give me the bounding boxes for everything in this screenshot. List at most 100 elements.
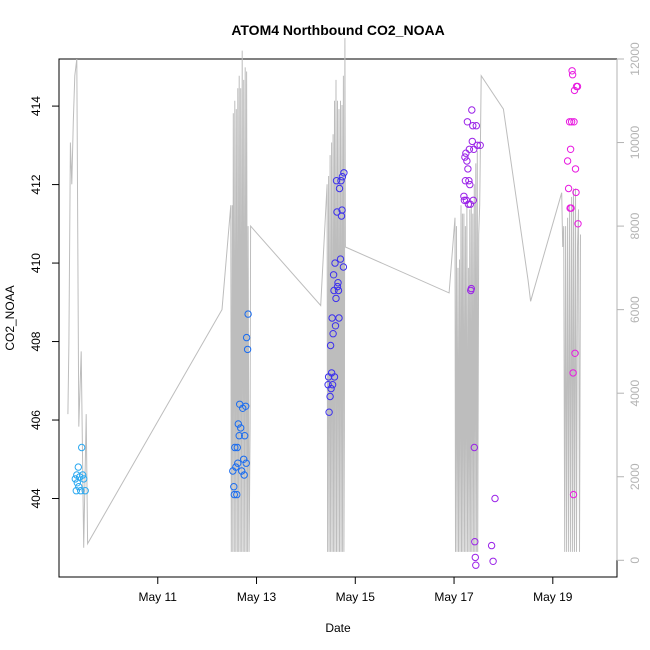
data-point (331, 259, 339, 267)
data-point (327, 384, 335, 393)
data-point (461, 153, 469, 161)
data-point (335, 184, 344, 193)
data-point (569, 369, 577, 377)
data-point (240, 471, 248, 479)
y2-tick-label: 12000 (628, 42, 642, 76)
y-tick-label: 406 (29, 410, 43, 430)
data-point (565, 118, 574, 126)
data-point (79, 471, 87, 479)
y2-axis: 0 2000 4000 6000 8000 10000 12000 (616, 42, 642, 564)
data-point (230, 490, 239, 499)
data-point (491, 494, 499, 503)
data-point (470, 145, 478, 154)
data-point (325, 408, 333, 416)
data-point (465, 177, 473, 185)
data-point (461, 177, 470, 185)
y-axis: 404 406 408 410 412 414 (29, 96, 60, 509)
data-point (572, 188, 580, 197)
data-point (235, 432, 243, 440)
data-point (471, 538, 479, 546)
data-point (489, 557, 497, 565)
x-tick-label: May 13 (237, 590, 277, 604)
data-point (242, 333, 251, 342)
data-point (334, 286, 343, 295)
data-point (571, 165, 580, 173)
data-point (71, 475, 80, 483)
data-point (240, 455, 248, 463)
data-point (334, 279, 342, 287)
data-point (473, 141, 481, 150)
x-tick-label: May 19 (533, 590, 573, 604)
data-point (471, 553, 479, 562)
data-point (80, 475, 88, 483)
y2-tick-label: 4000 (628, 380, 642, 407)
data-point (464, 165, 472, 173)
data-point (231, 443, 239, 452)
y2-tick-label: 8000 (628, 212, 642, 239)
data-point (333, 208, 341, 216)
data-point (469, 196, 477, 205)
y2-tick-label: 6000 (628, 296, 642, 323)
data-point (241, 432, 249, 440)
data-point (567, 204, 575, 212)
y-tick-label: 412 (29, 174, 43, 194)
data-point (467, 284, 475, 293)
data-point (332, 294, 340, 303)
y-tick-label: 410 (29, 253, 43, 273)
y2-tick-label: 0 (628, 557, 642, 564)
y2-tick-label: 10000 (628, 126, 642, 160)
x-axis: May 11 May 13 May 15 May 17 May 19 (139, 576, 573, 604)
data-point (332, 177, 341, 185)
data-point (230, 483, 238, 491)
data-point (242, 402, 250, 410)
data-point (465, 145, 474, 154)
data-point (335, 314, 343, 322)
data-point (568, 67, 576, 75)
data-point (326, 341, 335, 350)
data-point (463, 118, 472, 126)
data-point (329, 271, 338, 279)
chart-title: ATOM4 Northbound CO2_NOAA (231, 22, 444, 38)
data-point (469, 122, 477, 130)
data-point (328, 381, 337, 389)
data-point (329, 330, 337, 338)
data-point (326, 392, 334, 401)
data-point (462, 149, 470, 157)
data-point (233, 443, 242, 452)
data-point (331, 322, 340, 330)
data-point (573, 82, 582, 91)
data-point (564, 184, 573, 193)
data-point (574, 220, 582, 228)
co2-series (71, 67, 582, 569)
data-point (75, 483, 83, 491)
data-point (77, 487, 85, 495)
x-tick-label: May 17 (434, 590, 474, 604)
data-point (234, 459, 242, 467)
data-point (72, 487, 81, 495)
data-point (460, 196, 469, 205)
data-point (244, 310, 252, 318)
data-point (460, 192, 468, 201)
data-point (237, 424, 245, 432)
x-tick-label: May 15 (336, 590, 376, 604)
data-point (243, 345, 252, 354)
data-point (78, 443, 86, 452)
data-point (74, 463, 83, 471)
data-point (466, 180, 474, 189)
data-point (468, 137, 476, 146)
x-tick-label: May 11 (139, 590, 178, 604)
y-tick-label: 414 (29, 96, 43, 116)
data-point (328, 314, 336, 322)
data-point (570, 118, 578, 126)
x-axis-label: Date (325, 621, 351, 635)
data-point (336, 255, 345, 263)
data-point (333, 282, 342, 291)
data-point (73, 471, 81, 479)
data-point (338, 173, 347, 181)
data-point (470, 443, 478, 452)
data-point (476, 141, 484, 150)
altitude-line (67, 38, 581, 552)
altitude-series (67, 38, 581, 552)
data-point (233, 490, 241, 499)
data-point (567, 118, 576, 126)
